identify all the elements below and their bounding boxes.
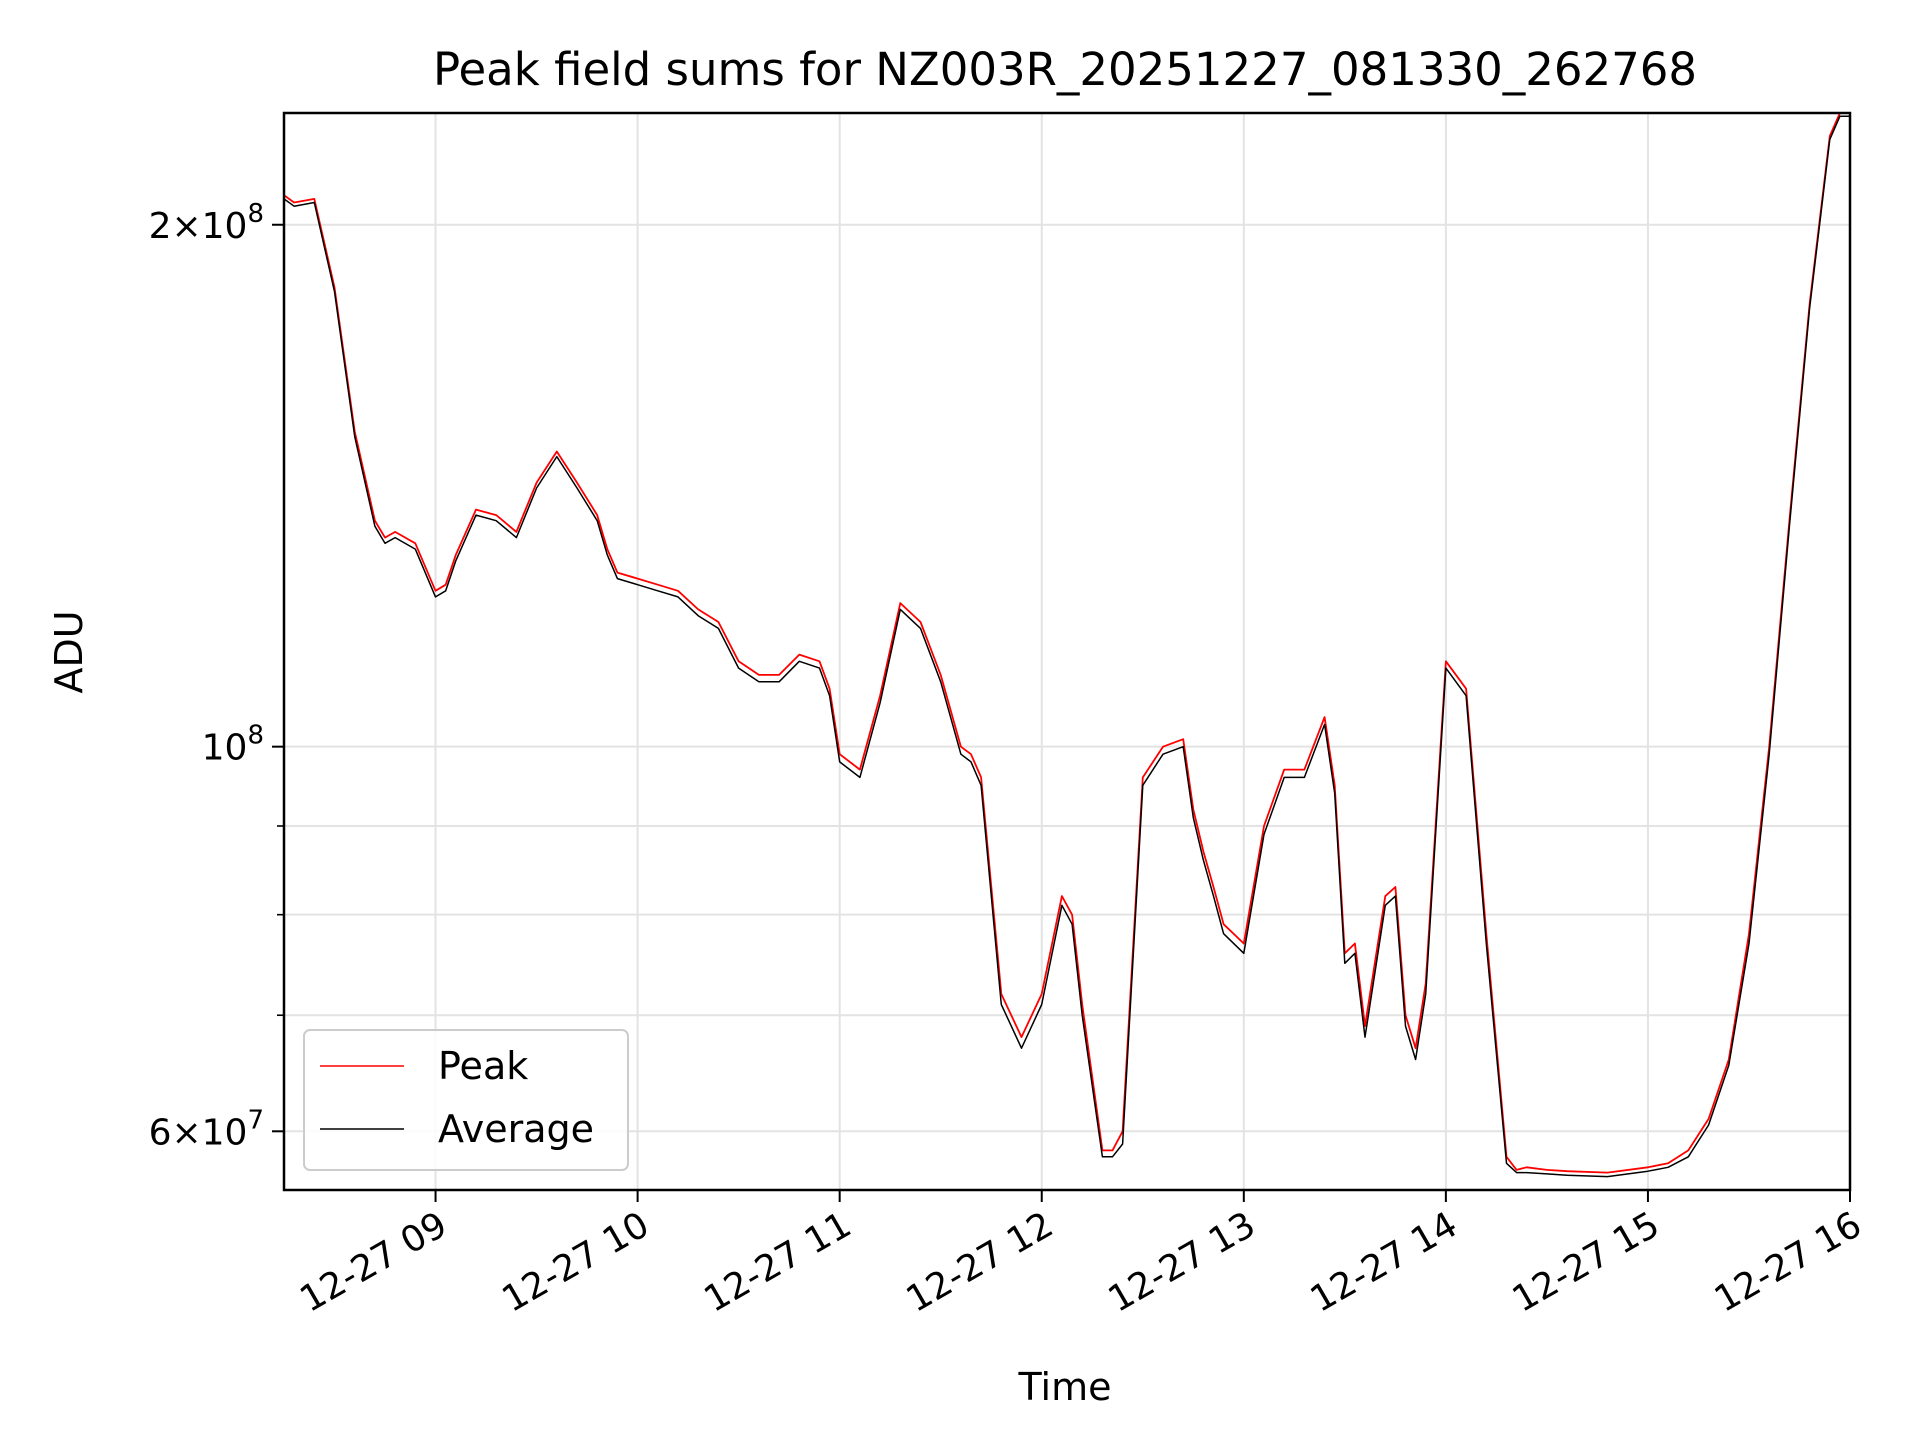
series-line-average	[283, 115, 1850, 1178]
series-layer	[283, 112, 1850, 1178]
x-axis-label: Time	[1018, 1365, 1112, 1409]
legend-box	[303, 1029, 629, 1171]
y-tick-label: 108	[202, 721, 264, 769]
y-tick-label: 2×108	[149, 199, 264, 247]
legend-label-peak: Peak	[438, 1044, 528, 1088]
plot-frame	[282, 111, 1852, 1192]
legend-label-average: Average	[438, 1107, 594, 1151]
series-line-peak	[283, 112, 1850, 1174]
y-tick-label: 6×107	[149, 1105, 264, 1153]
chart-title: Peak field sums for NZ003R_20251227_0813…	[433, 43, 1697, 96]
y-axis-label: ADU	[47, 610, 91, 693]
y-axis: 6×107 108 2×108	[149, 199, 284, 1153]
legend: Peak Average	[303, 1029, 629, 1171]
